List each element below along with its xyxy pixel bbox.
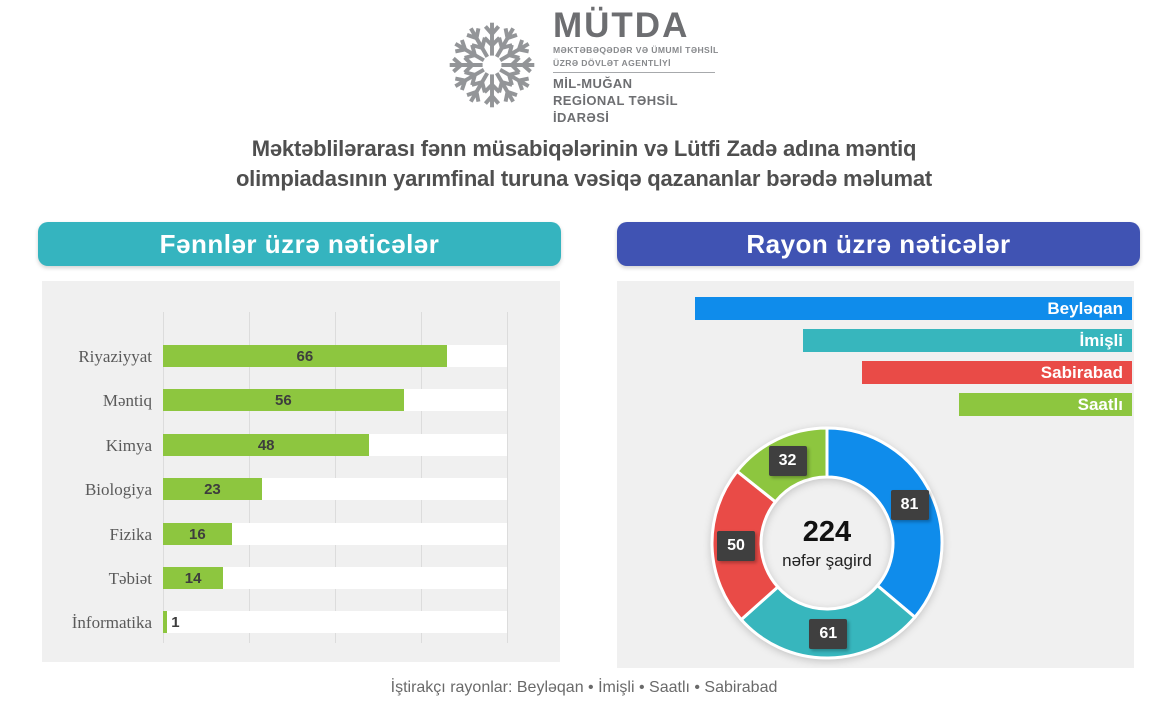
logo-region-line-1: MİL-MUĞAN	[553, 76, 633, 92]
bar-row: Təbiət 14	[109, 556, 507, 600]
gridline	[249, 312, 250, 643]
bar-fill	[163, 433, 370, 456]
legend-bar: Saatlı	[959, 393, 1132, 416]
gridline	[163, 312, 164, 643]
bar-row: Fizika 16	[110, 512, 507, 556]
legend-bar: Beyləqan	[695, 297, 1132, 320]
bar-value-label: 48	[257, 436, 275, 454]
districts-panel-header: Rayon üzrə nəticələr	[617, 222, 1140, 266]
logo: MÜTDA MƏKTƏBƏQƏDƏR VƏ ÜMUMİ TƏHSİL ÜZRƏ …	[0, 8, 1168, 127]
page-title: Məktəblilərarası fənn müsabiqələrinin və…	[0, 134, 1168, 194]
logo-divider	[553, 72, 715, 74]
logo-mark-icon	[445, 18, 539, 117]
legend-bar: Sabirabad	[862, 361, 1132, 384]
bar-value-label: 66	[296, 348, 314, 365]
category-label: Riyaziyyat	[78, 347, 152, 366]
districts-chart-panel: Beyləqan İmişli Sabirabad Saatlı 224 nəfər …	[617, 281, 1134, 668]
bar-row: Məntiq 56	[103, 378, 507, 422]
category-label: Kimya	[105, 435, 152, 455]
bar-fill	[163, 566, 224, 589]
bar-row: Riyaziyyat 66	[78, 334, 507, 378]
logo-agency-line-1: MƏKTƏBƏQƏDƏR VƏ ÜMUMİ TƏHSİL	[553, 45, 719, 55]
category-label: İnformatika	[71, 613, 152, 633]
subjects-chart-body: Riyaziyyat 66 Məntiq 56 Kimya 48 Biologiya 23 Fi…	[72, 312, 508, 645]
bar-value-label: 16	[189, 525, 206, 543]
logo-region-line-2: REGİONAL TƏHSİL İDARƏSİ	[553, 93, 678, 126]
bar-track	[163, 566, 507, 589]
districts-donut-chart: 224 nəfər şagird 81 61 50 32	[710, 426, 944, 660]
donut-value-label: 50	[717, 530, 756, 561]
logo-text-block: MÜTDA MƏKTƏBƏQƏDƏR VƏ ÜMUMİ TƏHSİL ÜZRƏ …	[553, 8, 723, 127]
districts-legend: Beyləqan İmişli Sabirabad Saatlı	[617, 297, 1132, 425]
bar-value-label: 23	[204, 481, 221, 499]
gridlines	[163, 312, 508, 643]
bar-value-label: 14	[184, 569, 202, 587]
gridline	[421, 312, 422, 643]
bar-fill	[163, 478, 262, 501]
category-label: Təbiət	[108, 568, 152, 588]
bar-fill	[163, 611, 168, 634]
logo-agency-line-2: ÜZRƏ DÖVLƏT AGENTLİYİ	[553, 57, 671, 68]
gridline	[335, 312, 336, 643]
bar-fill	[163, 389, 404, 412]
page-title-line-1: Məktəblilərarası fənn müsabiqələrinin və…	[251, 136, 917, 161]
donut-value-label: 32	[768, 446, 807, 476]
legend-bar: İmişli	[803, 329, 1132, 352]
bar-fill	[163, 522, 232, 545]
bar-fill	[163, 345, 447, 367]
donut-slice	[825, 426, 944, 620]
bar-row: Kimya 48	[106, 423, 507, 467]
gridline	[507, 312, 508, 643]
bar-row: İnformatika 1	[72, 600, 507, 644]
donut-value-label: 61	[809, 618, 848, 649]
subjects-panel-header: Fənnlər üzrə nəticələr	[38, 222, 561, 266]
bar-row: Biologiya 23	[85, 467, 507, 511]
bar-value-label: 1	[171, 614, 180, 632]
page-title-line-2: olimpiadasının yarımfinal turuna vəsiqə …	[235, 166, 933, 191]
participants-footnote: İştirakçı rayonlar: Beyləqan • İmişli • …	[390, 679, 778, 696]
bar-track	[163, 611, 507, 634]
bar-value-label: 56	[275, 392, 292, 410]
logo-acronym: MÜTDA	[553, 6, 690, 45]
subjects-chart-panel: Riyaziyyat 66 Məntiq 56 Kimya 48 Biologiya 23 Fi…	[42, 281, 560, 662]
category-label: Biologiya	[84, 480, 152, 500]
category-label: Məntiq	[102, 391, 152, 411]
category-label: Fizika	[109, 524, 153, 544]
donut-value-label: 81	[890, 489, 929, 520]
bar-track	[163, 522, 507, 545]
